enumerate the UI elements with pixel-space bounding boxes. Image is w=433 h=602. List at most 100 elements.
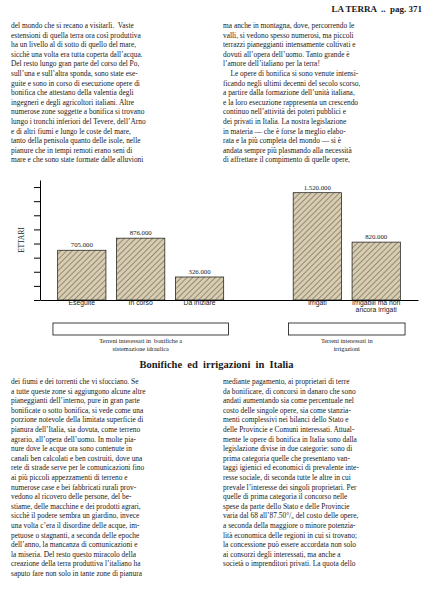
y-tick	[34, 286, 40, 287]
text-line: ancora irrigati	[356, 306, 398, 314]
y-tick	[34, 258, 40, 259]
text-line: Irrigati	[308, 299, 327, 307]
text-line: la miseria. Del resto questo miracolo de…	[11, 550, 137, 559]
group-label: Terreni interessati inirrigazioni	[321, 337, 374, 352]
data-label: 1.520.000	[304, 184, 332, 191]
text-line: di affrettare il compimento di quelle op…	[223, 155, 350, 164]
text-line: Da iniziare	[184, 299, 216, 306]
bar	[293, 193, 341, 300]
x-tick: Irrigabili ma nonancora irrigati	[352, 299, 401, 314]
text-line: pianeggianti dell’interno, pure in gran …	[11, 396, 141, 405]
text-line: società o imprenditori privati. La quota…	[223, 559, 356, 568]
text-line: prima categoria quelle che presentano va…	[223, 454, 351, 463]
text-line: varia dal 68 all’87.50°/₀ del costo dell…	[223, 511, 359, 520]
page: LA TERRA .. pag. 371del mondo che si rec…	[0, 0, 433, 602]
text-line: petuose o stagnanti, a seconda delle epo…	[11, 531, 140, 540]
x-tick-label: Irrigati	[308, 299, 327, 307]
y-axis	[34, 181, 41, 301]
text-line: sicchè una volta era tutta coperta dall’…	[11, 50, 143, 59]
text-line: valli, si vedono spesso numerosi, ma pic…	[223, 31, 354, 40]
text-line: bonifica che attestano della valentia de…	[11, 88, 134, 97]
y-tick-mark	[34, 258, 40, 259]
text-line: menti complessivi nei bilanci dello Stat…	[223, 415, 349, 424]
text-line: nure dove le acque ora sono contenute in	[11, 444, 132, 453]
text-line: dovuti all’opera dell’uomo. Tanto grande…	[223, 50, 350, 59]
text-line: prevale l’interesse dei singoli propriet…	[223, 483, 357, 492]
text-line: continuo nell’attività dei poteri pubbli…	[223, 107, 347, 116]
x-tick-label: In corso	[129, 299, 153, 306]
y-tick	[34, 187, 40, 188]
body-text: ma anche in montagna, dove, percorrendo …	[223, 21, 360, 164]
x-tick: In corso	[129, 299, 153, 306]
text-line: creazione della terra produttiva l’itali…	[11, 559, 141, 568]
text-line: dei privati in Italia. La nostra legisla…	[223, 117, 347, 126]
text-line: bonificate o sotto bonifica, si vede com…	[11, 406, 144, 415]
text-line: In corso	[129, 299, 153, 306]
text-line: stiame, delle macchine e dei prodotti ag…	[11, 502, 141, 511]
text-line: estensioni di quella terra ora così prod…	[11, 31, 141, 40]
text-line: numerose zone soggette a bonifica si tro…	[11, 107, 145, 116]
text-line: lungo i tronchi inferiori del Tevere, de…	[11, 117, 146, 126]
y-tick-mark	[34, 215, 40, 216]
x-tick: Da iniziare	[184, 299, 216, 306]
body-text: dei fiumi e dei torrenti che vi sfoccian…	[11, 377, 146, 578]
text-line: Eseguite	[69, 299, 96, 307]
text-line: Terreni interessati in bonifiche a	[99, 337, 182, 344]
data-label: 820.000	[365, 233, 388, 240]
data-label: 326.000	[189, 268, 212, 275]
data-label: 876.000	[130, 229, 153, 236]
text-line: la concessione può essere accordata non …	[223, 540, 356, 549]
chart: ETTARI Eseguite In corso Da iniziare Irrigat…	[17, 181, 419, 353]
y-tick-mark	[34, 201, 40, 202]
text-line: ha un livello al di sotto di quello del …	[11, 40, 136, 49]
text-line: ai più piccoli appezzamenti di terreno e	[11, 473, 128, 482]
text-line: resse sociale, di seconda tutte le altre…	[223, 473, 351, 482]
bar	[175, 277, 223, 300]
text-line: pianura dell’Italia, sia dovuta, come te…	[11, 425, 140, 434]
text-line: quelle di prima categoria il concorso ne…	[223, 492, 348, 501]
text-line: tanto della penisola quanto delle isole,…	[11, 136, 141, 145]
body-text: mediante pagamento, ai proprietari di te…	[223, 377, 359, 568]
chart-title: Bonifiche ed irrigazioni in Italia	[140, 359, 295, 370]
y-axis-title: ETTARI	[17, 227, 26, 253]
group-box	[53, 323, 228, 335]
y-axis-line	[40, 181, 41, 301]
text-line: numerose case e bei fabbricati rurali pr…	[11, 483, 137, 492]
text-line: dell’anno, la mancanza di comunicazioni …	[11, 540, 138, 549]
x-tick-label: Eseguite	[69, 299, 96, 307]
data-label: 705.000	[71, 241, 94, 248]
text-line: spese da parte dello Stato e delle Provi…	[223, 502, 350, 511]
y-tick-mark	[34, 229, 40, 230]
text-line: andata sempre più plasmando alla necessi…	[223, 146, 352, 155]
text-line: una volta c’era il disordine delle acque…	[11, 521, 140, 530]
text-line: sicchè il podere sembra un giardino, inv…	[11, 511, 140, 520]
text-line: Le opere di bonifica si sono venute inte…	[223, 69, 359, 78]
text-line: delle Provincie e Comuni interessati. At…	[223, 425, 355, 434]
text-line: in materia — che è forse la meglio elabo…	[223, 127, 346, 136]
text-line: del mondo che si recano a visitarli. Vas…	[11, 21, 135, 30]
data-labels: 705.000 876.000 326.000 1.520.000 820.000	[71, 184, 388, 275]
y-tick	[34, 229, 40, 230]
text-line: mente le opere di bonifica in Italia son…	[223, 435, 358, 444]
text-line: da bonificare, di concorsi in danaro che…	[223, 387, 356, 396]
y-tick	[34, 244, 40, 245]
text-line: pianure che in tempi remoti erano seni d…	[11, 146, 132, 155]
text-line: taggi igienici ed economici di prevalent…	[223, 463, 359, 472]
text-line: irrigazioni	[334, 345, 360, 352]
text-line: e di altri fiumi e lungo le coste del ma…	[11, 127, 131, 136]
group-box	[288, 323, 405, 335]
text-line: a partire dalla formazione dell’unità it…	[223, 88, 355, 97]
x-tick: Irrigati	[308, 299, 327, 307]
bar	[117, 238, 165, 300]
text-line: costo delle singole opere, sia come stan…	[223, 406, 351, 415]
x-tick-label: Da iniziare	[184, 299, 216, 306]
text-line: e la loro esecuzione rappresenta un cres…	[223, 98, 358, 107]
text-line: andati aumentando sia come percentuale n…	[223, 396, 354, 405]
text-line: guite e sono in corso di esecuzione oper…	[11, 79, 140, 88]
bar	[352, 242, 400, 300]
text-line: ingegneri e degli agricoltori italiani. …	[11, 98, 135, 107]
y-tick	[34, 201, 40, 202]
y-tick-mark	[34, 300, 40, 301]
text-line: rata e la più completa del mondo — si è	[223, 136, 342, 145]
bars	[58, 193, 401, 300]
